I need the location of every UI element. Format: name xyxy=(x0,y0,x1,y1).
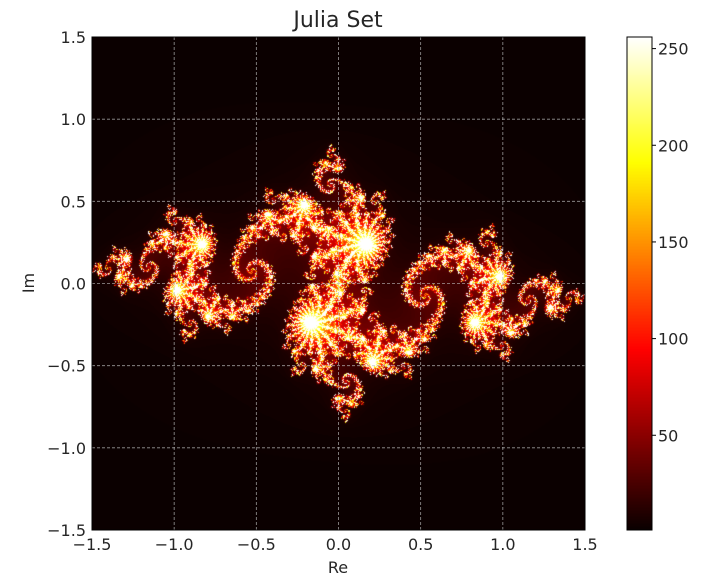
colorbar-tick-label: 150 xyxy=(658,233,689,252)
colorbar-ticks: 50 100 150 200 250 xyxy=(652,40,689,445)
colorbar-tick-label: 100 xyxy=(658,330,689,349)
colorbar xyxy=(627,37,652,530)
x-tick-label: 0.0 xyxy=(326,535,351,554)
x-axis-label: Re xyxy=(328,558,348,577)
y-tick-label: −1.0 xyxy=(47,439,86,458)
x-tick-label: −1.5 xyxy=(73,535,112,554)
y-tick-label: 1.0 xyxy=(61,110,86,129)
x-tick-label: 0.5 xyxy=(408,535,433,554)
chart-title: Julia Set xyxy=(291,8,383,33)
y-tick-label: 1.5 xyxy=(61,28,86,47)
y-axis-ticks: 1.5 1.0 0.5 0.0 −0.5 −1.0 −1.5 xyxy=(47,28,86,540)
colorbar-tick-label: 250 xyxy=(658,40,689,59)
colorbar-tick-label: 200 xyxy=(658,136,689,155)
y-tick-label: 0.5 xyxy=(61,192,86,211)
y-axis-label: Im xyxy=(19,273,38,293)
plot-frame xyxy=(91,36,586,531)
x-tick-label: −0.5 xyxy=(237,535,276,554)
x-axis-ticks: −1.5 −1.0 −0.5 0.0 0.5 1.0 1.5 xyxy=(73,535,598,554)
x-tick-label: 1.5 xyxy=(572,535,597,554)
x-tick-label: 1.0 xyxy=(490,535,515,554)
x-tick-label: −1.0 xyxy=(155,535,194,554)
colorbar-tick-label: 50 xyxy=(658,426,678,445)
colorbar-container xyxy=(627,37,652,530)
y-tick-label: 0.0 xyxy=(61,275,86,294)
colorbar-frame xyxy=(626,36,653,531)
y-tick-label: −1.5 xyxy=(47,521,86,540)
y-tick-label: −0.5 xyxy=(47,357,86,376)
